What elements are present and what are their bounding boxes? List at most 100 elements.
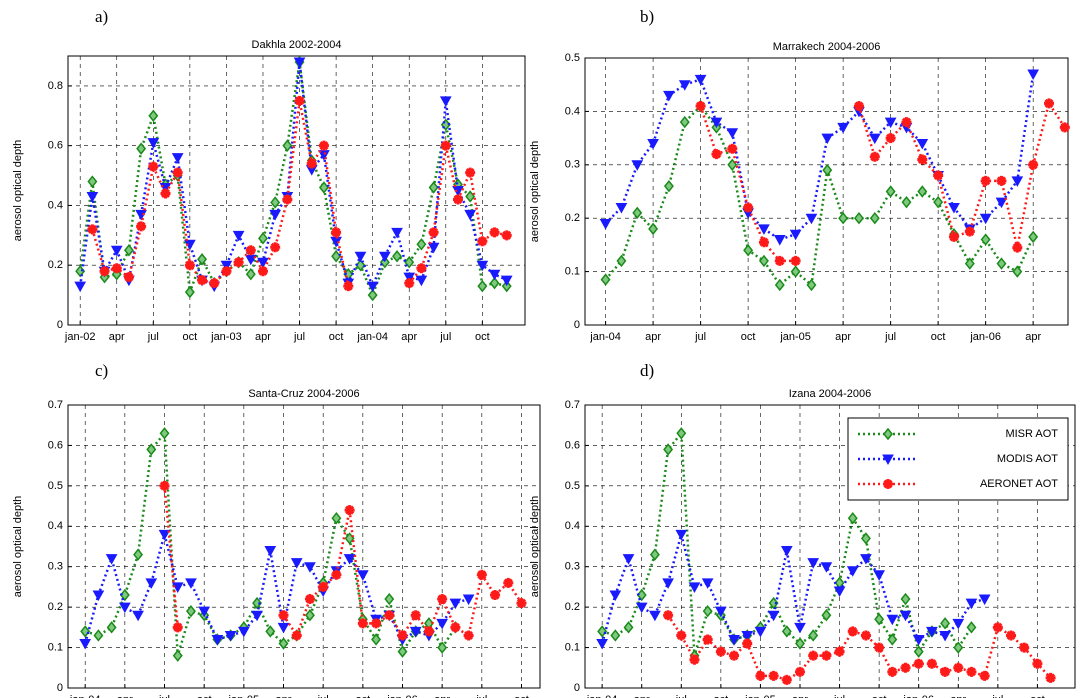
legend-label: MISR AOT <box>1005 428 1058 440</box>
marker <box>105 554 118 565</box>
marker <box>694 74 707 86</box>
marker <box>123 244 134 257</box>
x-tick-label: apr <box>950 694 966 698</box>
marker <box>384 592 395 606</box>
marker <box>1012 265 1023 278</box>
marker <box>251 610 263 622</box>
marker <box>221 266 232 277</box>
x-tick-label: oct <box>931 331 946 343</box>
marker <box>304 594 315 605</box>
marker <box>715 606 727 618</box>
marker <box>860 554 872 565</box>
marker <box>501 230 512 241</box>
marker <box>404 278 415 289</box>
marker <box>808 650 819 661</box>
marker <box>609 590 622 602</box>
marker <box>663 610 674 621</box>
x-tick-label: jul <box>884 331 896 343</box>
marker <box>780 546 793 557</box>
marker <box>489 227 500 238</box>
x-tick-label: oct <box>475 331 490 343</box>
x-tick-label: jan-04 <box>589 331 621 343</box>
marker <box>476 260 489 272</box>
marker <box>964 257 975 270</box>
marker <box>245 267 256 281</box>
marker <box>853 101 864 112</box>
marker <box>282 139 293 152</box>
marker <box>133 548 144 561</box>
marker <box>679 115 690 129</box>
marker <box>477 236 488 247</box>
marker <box>616 254 627 268</box>
marker <box>331 511 342 525</box>
marker <box>439 96 452 107</box>
y-tick-label: 0.6 <box>48 140 63 152</box>
marker <box>887 633 898 646</box>
marker <box>743 202 754 213</box>
x-tick-label: apr <box>401 331 417 343</box>
marker <box>354 251 367 263</box>
marker <box>726 128 739 139</box>
marker <box>795 637 805 650</box>
marker <box>610 629 621 642</box>
marker <box>488 269 501 281</box>
marker <box>465 190 476 203</box>
marker <box>952 618 965 630</box>
marker <box>503 577 514 588</box>
marker <box>427 242 440 254</box>
series-line <box>91 100 508 287</box>
x-tick-label: apr <box>1025 331 1041 343</box>
marker <box>450 622 461 633</box>
chart-title: Izana 2004-2006 <box>789 388 872 400</box>
marker <box>953 641 964 654</box>
x-tick-label: oct <box>741 331 756 343</box>
marker <box>940 617 951 630</box>
marker <box>940 666 951 677</box>
marker <box>622 554 635 565</box>
marker <box>916 138 929 150</box>
marker <box>366 281 379 293</box>
marker <box>662 578 674 589</box>
marker <box>343 554 356 565</box>
plot-area <box>585 58 1068 325</box>
marker <box>794 622 806 634</box>
y-tick-label: 0.3 <box>565 561 580 573</box>
marker <box>356 570 369 581</box>
marker <box>278 637 289 650</box>
marker <box>384 610 395 621</box>
x-tick-label: apr <box>434 694 450 698</box>
marker <box>357 618 368 629</box>
marker <box>648 222 659 236</box>
panel: 0 0.1 0.2 0.3 0.4 0.5 0.6 0.7 jan-04 apr jul oct jan… <box>529 361 1076 698</box>
marker <box>715 646 726 657</box>
marker <box>391 227 403 239</box>
marker <box>367 288 378 302</box>
marker <box>132 610 144 622</box>
y-tick-label: 0.2 <box>565 212 580 224</box>
marker <box>410 610 421 621</box>
x-tick-label: jan-03 <box>210 331 242 343</box>
marker <box>490 590 501 601</box>
marker <box>415 275 428 287</box>
marker <box>291 630 302 641</box>
y-tick-label: 0.6 <box>48 439 63 451</box>
marker <box>774 278 785 292</box>
marker <box>663 90 675 102</box>
marker <box>379 251 391 263</box>
marker <box>821 609 832 622</box>
marker <box>371 633 382 646</box>
x-tick-label: jul <box>158 694 170 698</box>
panel: 0 0.1 0.2 0.3 0.4 0.5 0.6 0.7 jan-04 apr jul oct jan… <box>12 361 541 698</box>
marker <box>136 221 147 232</box>
marker <box>647 138 659 150</box>
x-tick-label: jul <box>317 694 329 698</box>
marker <box>318 181 329 194</box>
marker <box>948 231 959 242</box>
marker <box>87 224 98 235</box>
marker <box>1027 69 1040 81</box>
x-tick-label: apr <box>109 331 125 343</box>
marker <box>978 594 991 606</box>
marker <box>119 602 131 614</box>
marker <box>649 610 661 622</box>
panel-label: d) <box>640 361 654 380</box>
